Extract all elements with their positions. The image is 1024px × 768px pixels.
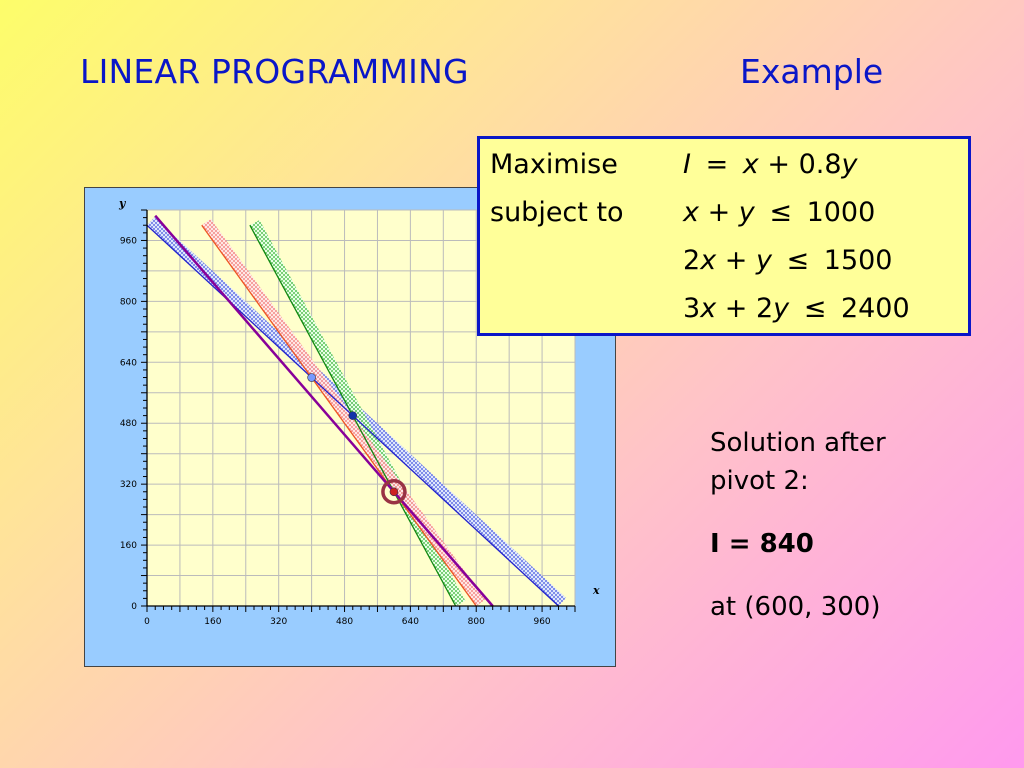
y-tick-label: 640 <box>120 358 137 368</box>
objective-y: y <box>841 149 858 180</box>
x-tick-label: 640 <box>402 617 419 627</box>
constraint-line-3 <box>201 224 477 607</box>
x-tick-label: 0 <box>144 617 150 627</box>
objective-rest: + 0.8 <box>767 149 842 180</box>
vertex-point-2 <box>348 411 358 420</box>
solution-heading-line2: pivot 2: <box>710 466 809 496</box>
y-tick-label: 320 <box>120 480 137 490</box>
objective-function: I = x + 0.8y <box>683 149 858 180</box>
y-tick-label: 0 <box>131 602 137 612</box>
lp-chart: 0 160 320 480 640 800 960 0 160 320 480 640 800 960 x… <box>118 197 600 627</box>
solution-point: at (600, 300) <box>710 592 881 622</box>
subject-to-label: subject to <box>490 197 624 228</box>
x-tick-label: 480 <box>336 617 353 627</box>
objective-x: x <box>742 149 759 180</box>
slide-subtitle: Example <box>740 52 884 91</box>
constraint-band-3 <box>201 218 486 606</box>
optimal-point-ring <box>381 479 407 505</box>
objective-eq: = <box>705 149 729 180</box>
x-tick-label: 960 <box>533 617 550 627</box>
y-tick-label: 800 <box>120 297 137 307</box>
y-tick-label: 960 <box>120 236 137 246</box>
objective-lhs: I <box>683 149 691 180</box>
vertex-point-1 <box>307 373 316 382</box>
slide-title: LINEAR PROGRAMMING <box>80 52 469 91</box>
constraint-1: x + y ≤ 1000 <box>683 197 876 228</box>
constraint-3: 3x + 2y ≤ 2400 <box>683 293 910 324</box>
solution-value: I = 840 <box>710 529 814 559</box>
constraint-2: 2x + y ≤ 1500 <box>683 245 893 276</box>
objective-line <box>154 214 494 607</box>
y-axis-label: y <box>118 197 127 210</box>
vertex-point-3 <box>389 487 399 497</box>
x-tick-label: 320 <box>270 617 287 627</box>
solution-heading-line1: Solution after <box>710 428 886 458</box>
y-tick-label: 480 <box>120 419 137 429</box>
x-tick-label: 160 <box>204 617 221 627</box>
x-axis-label: x <box>592 584 600 597</box>
y-tick-label: 160 <box>120 541 137 551</box>
problem-statement: Maximise I = x + 0.8y subject to x + y ≤… <box>477 136 971 336</box>
x-tick-label: 800 <box>468 617 485 627</box>
maximise-label: Maximise <box>490 149 618 180</box>
